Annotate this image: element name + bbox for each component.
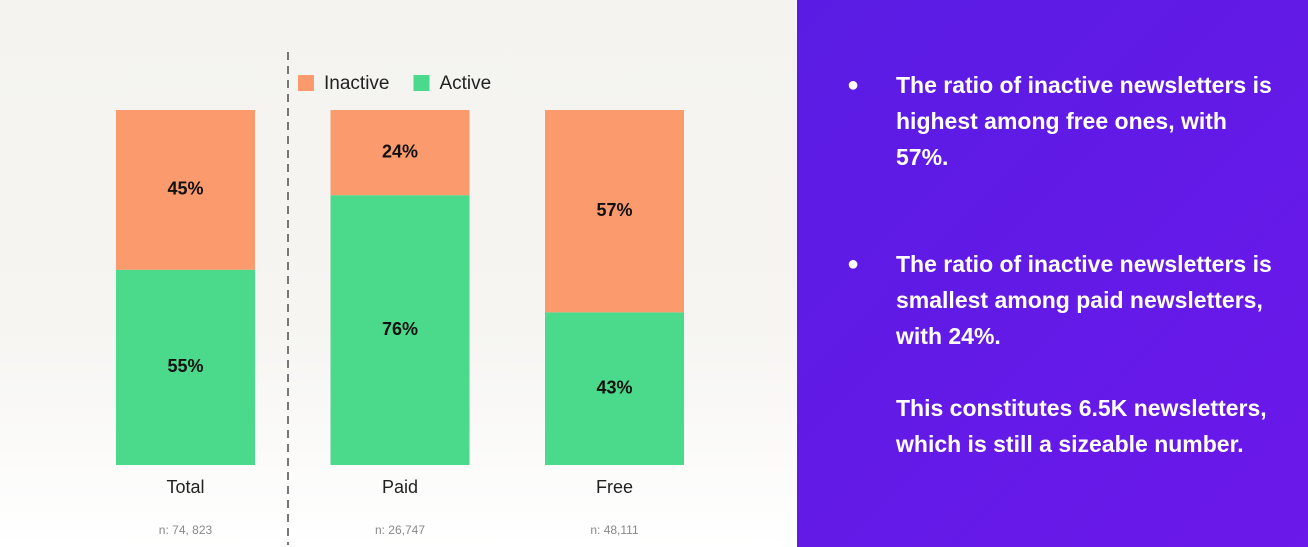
legend-swatch: [298, 75, 314, 91]
bar-segment: [330, 110, 470, 196]
chart: Inactive Active 55% 45% Total n: 74, 823 76% 24…: [116, 52, 684, 545]
category-label: Total: [166, 477, 204, 497]
sample-label: n: 48,111: [590, 523, 639, 537]
value-label: 24%: [382, 141, 418, 161]
category-label: Free: [596, 477, 633, 497]
text-panel: ● The ratio of inactive newsletters is h…: [797, 0, 1308, 547]
value-label: 76%: [382, 319, 418, 339]
value-label: 55%: [167, 356, 203, 376]
bar-segment: [116, 110, 255, 270]
point-text: The ratio of inactive newsletters is sma…: [896, 251, 1272, 349]
bullet: ●: [847, 74, 860, 96]
category-label: Paid: [382, 477, 418, 497]
note-text: This constitutes 6.5K newsletters, which…: [896, 395, 1267, 457]
bar-segment: [545, 312, 684, 465]
bar-segment: [545, 110, 684, 313]
bullet: ●: [847, 253, 860, 275]
legend-label: Inactive: [324, 73, 389, 94]
legend-swatch: [413, 75, 430, 91]
value-label: 57%: [596, 200, 632, 220]
bar-segment: [330, 195, 470, 465]
value-label: 43%: [596, 377, 632, 397]
point-text: The ratio of inactive newsletters is hig…: [896, 72, 1272, 170]
sample-label: n: 26,747: [375, 523, 425, 537]
sample-label: n: 74, 823: [159, 523, 213, 537]
legend-label: Active: [439, 73, 491, 94]
value-label: 45%: [167, 179, 203, 199]
bar-segment: [116, 269, 255, 465]
